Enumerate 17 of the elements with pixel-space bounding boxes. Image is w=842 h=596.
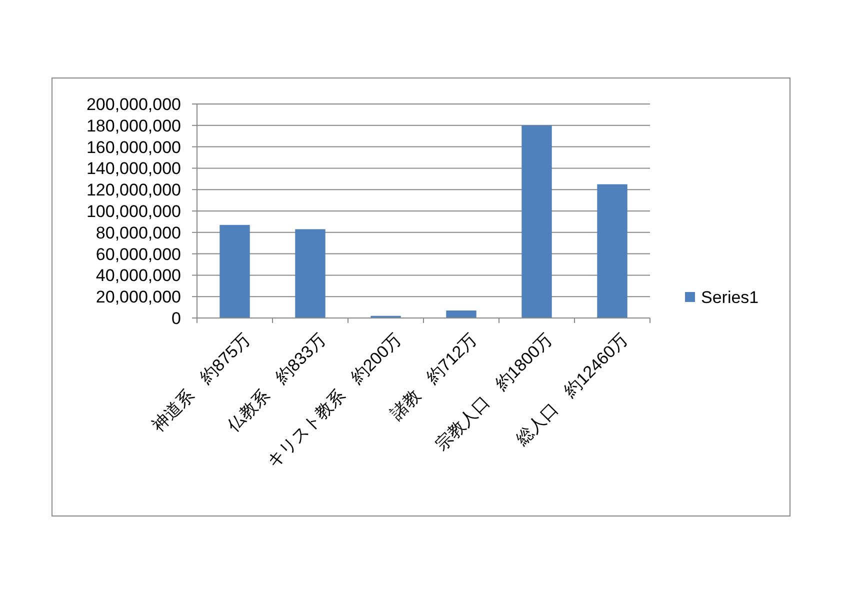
bar <box>220 224 250 318</box>
y-tick-label: 200,000,000 <box>86 94 181 114</box>
bar <box>446 310 476 318</box>
y-tick-label: 120,000,000 <box>86 180 181 200</box>
bar <box>295 229 326 318</box>
y-tick-label: 40,000,000 <box>96 266 181 286</box>
y-tick-label: 100,000,000 <box>86 202 181 221</box>
y-tick-label: 0 <box>172 308 181 328</box>
bar <box>522 125 552 318</box>
y-tick-label: 140,000,000 <box>86 159 181 178</box>
y-tick-label: 60,000,000 <box>96 244 181 264</box>
bar <box>597 184 628 318</box>
legend-label: Series1 <box>701 288 759 307</box>
y-tick-label: 160,000,000 <box>86 138 181 157</box>
y-tick-label: 20,000,000 <box>96 288 181 307</box>
y-tick-label: 80,000,000 <box>96 223 181 242</box>
y-tick-label: 180,000,000 <box>86 116 181 136</box>
